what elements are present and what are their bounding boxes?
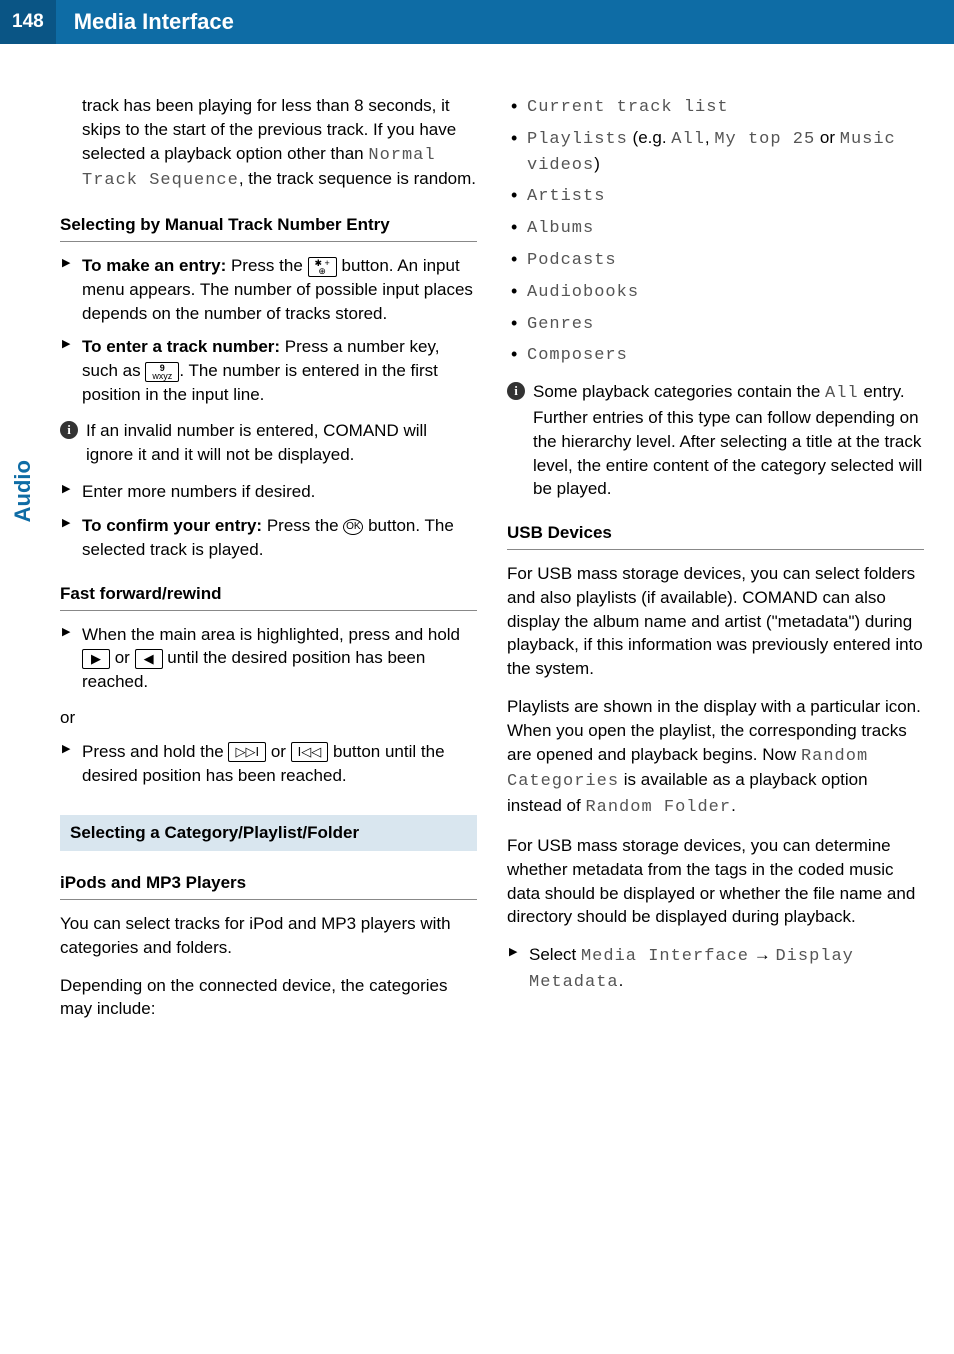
make-entry-label: To make an entry: xyxy=(82,256,226,275)
t: All xyxy=(825,384,859,403)
t: Genres xyxy=(527,315,594,334)
t: ) xyxy=(594,154,600,173)
t: Select xyxy=(529,945,581,964)
info-text: If an invalid number is entered, COMAND … xyxy=(86,421,427,464)
skip-fwd-key-icon: ▷▷I xyxy=(228,742,266,762)
info-icon: i xyxy=(507,382,525,400)
fwd-key-icon: ▶ xyxy=(82,649,110,669)
enter-track-label: To enter a track number: xyxy=(82,337,280,356)
section-selecting-category: Selecting a Category/Playlist/Folder xyxy=(60,815,477,851)
usb-p3: For USB mass storage devices, you can de… xyxy=(507,834,924,929)
t: Playlists xyxy=(527,130,628,149)
usb-p1: For USB mass storage devices, you can se… xyxy=(507,562,924,681)
t: Media Interface xyxy=(581,947,749,966)
t: All xyxy=(671,130,705,149)
star-key-icon: ✱ +⊕ xyxy=(308,257,337,277)
confirm-label: To confirm your entry: xyxy=(82,516,262,535)
info-invalid-number: i If an invalid number is entered, COMAN… xyxy=(60,419,477,467)
t: (e.g. xyxy=(628,128,671,147)
k: wxyz xyxy=(152,371,172,381)
ff-item-1: When the main area is highlighted, press… xyxy=(60,623,477,694)
cat-playlists: Playlists (e.g. All, My top 25 or Music … xyxy=(507,126,924,178)
ipod-p1: You can select tracks for iPod and MP3 p… xyxy=(60,912,477,960)
or-text: or xyxy=(60,706,477,730)
t: My top 25 xyxy=(714,130,815,149)
page-header: 148 Media Interface xyxy=(0,0,954,44)
t: Albums xyxy=(527,219,594,238)
ff-item-2: Press and hold the ▷▷I or I◁◁ button unt… xyxy=(60,740,477,788)
text: Press the xyxy=(262,516,343,535)
t: Current track list xyxy=(527,98,729,117)
text: or xyxy=(110,648,135,667)
t: , xyxy=(705,128,714,147)
nine-key-icon: 9wxyz xyxy=(145,362,179,382)
cat-genres: Genres xyxy=(507,311,924,337)
info-all-entry: i Some playback categories contain the A… xyxy=(507,380,924,501)
page-number: 148 xyxy=(0,0,56,44)
content-area: track has been playing for less than 8 s… xyxy=(0,44,954,1065)
cat-podcasts: Podcasts xyxy=(507,247,924,273)
t: Artists xyxy=(527,187,605,206)
category-list: Current track list Playlists (e.g. All, … xyxy=(507,94,924,368)
text: or xyxy=(266,742,291,761)
select-media-interface: Select Media Interface → Display Metadat… xyxy=(507,943,924,995)
t: or xyxy=(815,128,840,147)
cat-composers: Composers xyxy=(507,342,924,368)
back-key-icon: ◀ xyxy=(135,649,163,669)
t: . xyxy=(619,971,624,990)
info-icon: i xyxy=(60,421,78,439)
ok-button-icon: OK xyxy=(343,519,363,535)
confirm-entry-item: To confirm your entry: Press the OK butt… xyxy=(60,514,477,562)
cat-audiobooks: Audiobooks xyxy=(507,279,924,305)
text: Press the xyxy=(226,256,307,275)
page-title: Media Interface xyxy=(56,7,234,38)
cat-artists: Artists xyxy=(507,183,924,209)
enter-track-item: To enter a track number: Press a number … xyxy=(60,335,477,406)
text: Press and hold the xyxy=(82,742,228,761)
enter-more-item: Enter more numbers if desired. xyxy=(60,480,477,504)
cat-albums: Albums xyxy=(507,215,924,241)
t: Some playback categories contain the xyxy=(533,382,825,401)
heading-ipods: iPods and MP3 Players xyxy=(60,871,477,900)
manual-entry-list: To make an entry: Press the ✱ +⊕ button.… xyxy=(60,254,477,407)
skip-back-key-icon: I◁◁ xyxy=(291,742,329,762)
usb-p2: Playlists are shown in the display with … xyxy=(507,695,924,820)
text: When the main area is highlighted, press… xyxy=(82,625,460,644)
right-column: Current track list Playlists (e.g. All, … xyxy=(507,94,924,1035)
t: Random Folder xyxy=(585,798,731,817)
select-media-interface-list: Select Media Interface → Display Metadat… xyxy=(507,943,924,995)
left-column: track has been playing for less than 8 s… xyxy=(60,94,477,1035)
k: ⊕ xyxy=(318,266,326,276)
heading-usb-devices: USB Devices xyxy=(507,521,924,550)
ff-list-1: When the main area is highlighted, press… xyxy=(60,623,477,694)
heading-manual-entry: Selecting by Manual Track Number Entry xyxy=(60,213,477,242)
cat-current-track-list: Current track list xyxy=(507,94,924,120)
t: Audiobooks xyxy=(527,283,639,302)
heading-fast-forward: Fast forward/rewind xyxy=(60,582,477,611)
ff-list-2: Press and hold the ▷▷I or I◁◁ button unt… xyxy=(60,740,477,788)
t: Composers xyxy=(527,346,628,365)
t: . xyxy=(731,796,736,815)
t: Podcasts xyxy=(527,251,617,270)
manual-entry-list-2: Enter more numbers if desired. To confir… xyxy=(60,480,477,561)
arrow-icon: → xyxy=(749,945,775,964)
ipod-p2: Depending on the connected device, the c… xyxy=(60,974,477,1022)
intro-paragraph: track has been playing for less than 8 s… xyxy=(82,94,477,193)
intro-suffix: , the track sequence is random. xyxy=(239,169,476,188)
side-tab-audio: Audio xyxy=(8,460,39,522)
make-entry-item: To make an entry: Press the ✱ +⊕ button.… xyxy=(60,254,477,325)
